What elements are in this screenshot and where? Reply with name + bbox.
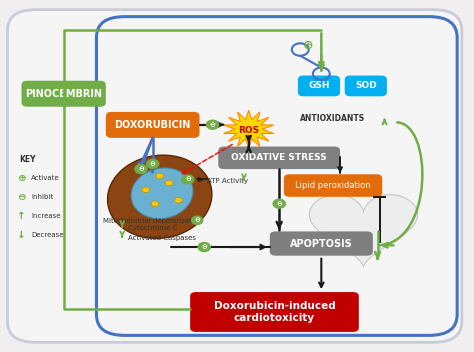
FancyBboxPatch shape bbox=[21, 81, 106, 107]
Circle shape bbox=[156, 173, 164, 179]
Text: ANTIOXIDANTS: ANTIOXIDANTS bbox=[300, 114, 365, 123]
Circle shape bbox=[142, 187, 149, 193]
Circle shape bbox=[191, 216, 203, 225]
Text: Inhibit: Inhibit bbox=[31, 194, 53, 200]
FancyBboxPatch shape bbox=[106, 112, 200, 138]
Text: ↑: ↑ bbox=[17, 211, 26, 221]
Text: KEY: KEY bbox=[19, 155, 36, 164]
Text: ⊖: ⊖ bbox=[150, 161, 155, 167]
Ellipse shape bbox=[108, 155, 212, 238]
Text: ATP Activity: ATP Activity bbox=[207, 177, 248, 183]
Text: ⊖: ⊖ bbox=[201, 244, 207, 250]
FancyBboxPatch shape bbox=[345, 76, 387, 96]
Text: SOD: SOD bbox=[355, 81, 377, 90]
Circle shape bbox=[207, 120, 219, 129]
Text: APOPTOSIS: APOPTOSIS bbox=[290, 239, 353, 249]
Text: GSH: GSH bbox=[308, 81, 330, 90]
Polygon shape bbox=[310, 195, 418, 267]
Text: PINOCEMBRIN: PINOCEMBRIN bbox=[25, 89, 102, 99]
Text: Increase: Increase bbox=[31, 213, 60, 219]
FancyBboxPatch shape bbox=[218, 146, 340, 169]
Ellipse shape bbox=[131, 168, 193, 219]
Text: DOXORUBICIN: DOXORUBICIN bbox=[115, 120, 191, 130]
Text: ↓: ↓ bbox=[17, 230, 26, 240]
Circle shape bbox=[146, 159, 159, 168]
Text: ROS: ROS bbox=[238, 126, 259, 136]
Circle shape bbox=[273, 199, 285, 208]
Text: ⊖: ⊖ bbox=[185, 176, 191, 182]
Text: Doxorubicin-induced
cardiotoxicity: Doxorubicin-induced cardiotoxicity bbox=[214, 301, 335, 323]
Circle shape bbox=[175, 197, 182, 203]
Text: ⊖: ⊖ bbox=[17, 192, 26, 202]
FancyBboxPatch shape bbox=[298, 76, 340, 96]
Text: ⊖: ⊖ bbox=[276, 201, 282, 207]
Text: ⊕: ⊕ bbox=[17, 173, 26, 183]
Circle shape bbox=[151, 201, 159, 207]
Text: Lipid peroxidation: Lipid peroxidation bbox=[295, 181, 371, 190]
Text: Decrease: Decrease bbox=[31, 232, 64, 238]
Text: ⊖: ⊖ bbox=[194, 217, 200, 224]
Text: Cytochrome C: Cytochrome C bbox=[128, 225, 178, 231]
Circle shape bbox=[165, 180, 173, 186]
FancyBboxPatch shape bbox=[270, 231, 373, 256]
Polygon shape bbox=[224, 110, 274, 148]
Text: Activated Caspases: Activated Caspases bbox=[128, 235, 196, 241]
Circle shape bbox=[182, 175, 194, 184]
FancyBboxPatch shape bbox=[8, 10, 462, 342]
Text: Activate: Activate bbox=[31, 175, 60, 181]
FancyBboxPatch shape bbox=[284, 174, 382, 197]
Text: ⊖: ⊖ bbox=[138, 166, 144, 172]
Text: OXIDATIVE STRESS: OXIDATIVE STRESS bbox=[231, 153, 327, 162]
Text: ⊖: ⊖ bbox=[210, 122, 216, 128]
Text: Mitochondrial depolarization: Mitochondrial depolarization bbox=[103, 218, 203, 224]
Text: ⊕: ⊕ bbox=[303, 38, 313, 51]
Circle shape bbox=[198, 243, 210, 252]
Circle shape bbox=[135, 165, 147, 174]
FancyBboxPatch shape bbox=[190, 292, 359, 332]
